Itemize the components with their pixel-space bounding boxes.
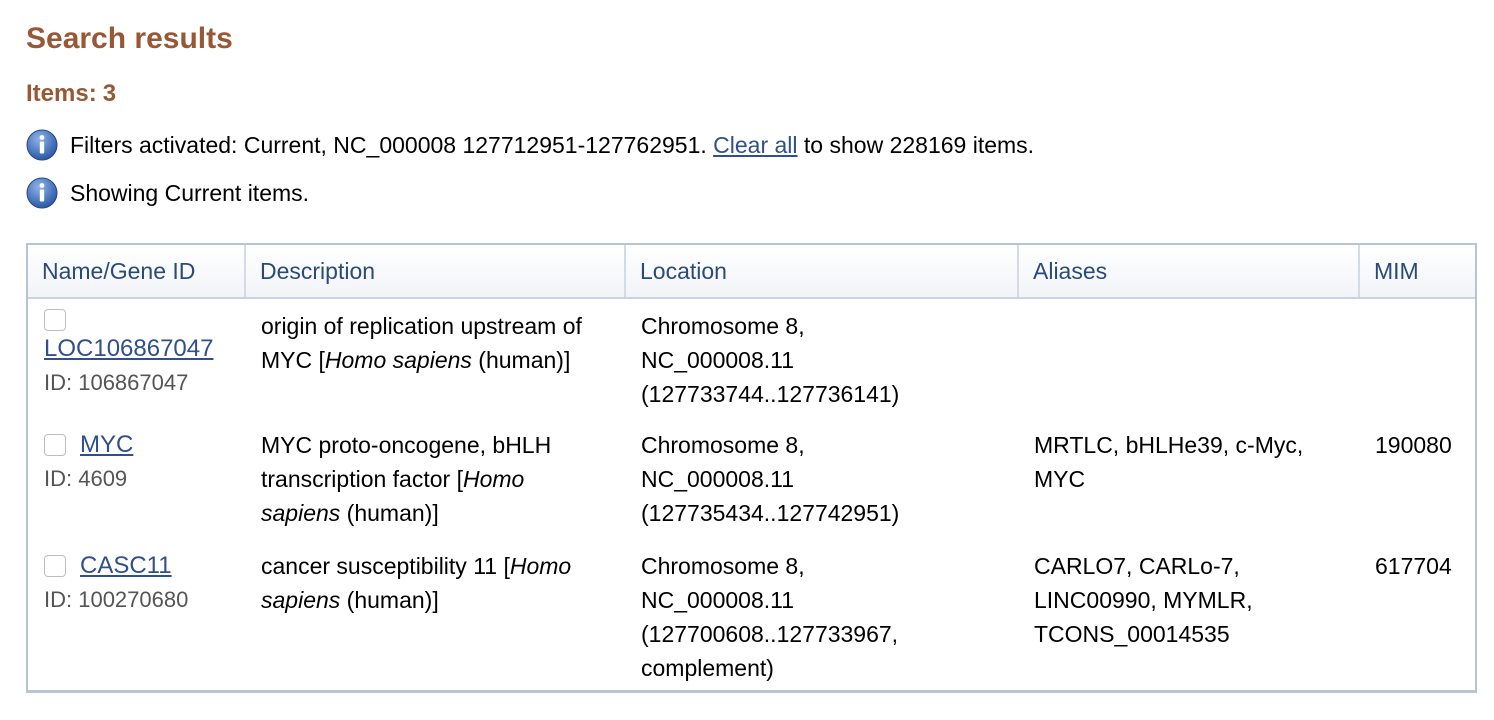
mim-cell: 190080	[1375, 432, 1452, 458]
table-header-row: Name/Gene ID Description Location Aliase…	[28, 245, 1475, 299]
showing-text: Showing Current items.	[70, 179, 310, 206]
species: Homo sapiens	[324, 347, 472, 373]
info-icon	[26, 177, 58, 209]
name-cell: LOC106867047 ID: 106867047	[28, 298, 245, 418]
description-cell: MYC proto-oncogene, bHLH transcription f…	[245, 418, 625, 539]
description-tail: (human)]	[340, 500, 439, 526]
mim-cell: 617704	[1375, 553, 1452, 579]
location-cell: Chromosome 8, NC_000008.11 (127700608..1…	[625, 539, 1018, 689]
items-count: Items: 3	[26, 80, 116, 108]
description-text: MYC proto-oncogene, bHLH transcription f…	[261, 432, 552, 492]
filters-message: Filters activated: Current, NC_000008 12…	[26, 128, 1034, 162]
aliases-cell: CARLO7, CARLo-7, LINC00990, MYMLR, TCONS…	[1034, 553, 1253, 647]
name-cell: MYC ID: 4609	[28, 418, 245, 539]
col-header-aliases[interactable]: Aliases	[1018, 245, 1360, 299]
location-line: NC_000008.11	[641, 587, 795, 613]
col-header-location[interactable]: Location	[625, 245, 1019, 299]
table-row: CASC11 ID: 100270680 cancer susceptibili…	[28, 539, 1475, 689]
location-line: Chromosome 8,	[641, 432, 805, 458]
location-line: NC_000008.11	[641, 466, 795, 492]
location-line: (127700608..127733967,	[641, 621, 899, 647]
location-line: NC_000008.11	[641, 347, 795, 373]
description-tail: (human)]	[471, 347, 571, 373]
items-value: 3	[102, 80, 117, 107]
description-text: cancer susceptibility 11 [	[261, 553, 510, 579]
species: Homo sapiens	[261, 466, 525, 526]
row-checkbox[interactable]	[44, 555, 66, 577]
description-tail: (human)]	[340, 587, 439, 613]
description-cell: cancer susceptibility 11 [Homo sapiens (…	[245, 539, 625, 689]
mim-cell	[1359, 298, 1475, 418]
info-icon	[26, 129, 58, 161]
results-table: Name/Gene ID Description Location Aliase…	[26, 243, 1477, 693]
location-line: (127735434..127742951)	[641, 500, 900, 526]
description-text: origin of replication upstream of MYC [	[261, 313, 582, 373]
gene-id: ID: 4609	[44, 466, 128, 491]
page-title: Search results	[26, 22, 233, 55]
filters-text: Filters activated: Current, NC_000008 12…	[70, 131, 707, 158]
location-line: Chromosome 8,	[641, 553, 805, 579]
species: Homo sapiens	[261, 553, 572, 613]
location-cell: Chromosome 8, NC_000008.11 (127733744..1…	[625, 298, 1018, 418]
location-line: (127733744..127736141)	[641, 381, 900, 407]
col-header-description[interactable]: Description	[245, 245, 626, 299]
gene-id: ID: 106867047	[44, 370, 189, 395]
location-line: Chromosome 8,	[641, 313, 805, 339]
aliases-cell	[1018, 298, 1359, 418]
col-header-mim[interactable]: MIM	[1359, 245, 1475, 299]
items-label: Items:	[26, 80, 97, 107]
name-cell: CASC11 ID: 100270680	[28, 539, 245, 689]
location-cell: Chromosome 8, NC_000008.11 (127735434..1…	[625, 418, 1018, 539]
row-checkbox[interactable]	[44, 309, 66, 331]
table-row: LOC106867047 ID: 106867047 origin of rep…	[28, 298, 1475, 418]
col-header-name[interactable]: Name/Gene ID	[28, 245, 246, 299]
gene-link[interactable]: LOC106867047	[44, 335, 214, 362]
clear-all-link[interactable]: Clear all	[713, 131, 798, 158]
showing-message: Showing Current items.	[26, 176, 309, 210]
description-cell: origin of replication upstream of MYC [H…	[245, 298, 625, 418]
table-row: MYC ID: 4609 MYC proto-oncogene, bHLH tr…	[28, 418, 1475, 539]
aliases-cell: MRTLC, bHLHe39, c-Myc, MYC	[1034, 432, 1304, 492]
filters-suffix: to show 228169 items.	[803, 131, 1035, 158]
gene-link[interactable]: CASC11	[80, 552, 172, 579]
gene-id: ID: 100270680	[44, 587, 189, 612]
gene-link[interactable]: MYC	[80, 431, 134, 458]
location-line: complement)	[641, 655, 774, 681]
row-checkbox[interactable]	[44, 434, 66, 456]
